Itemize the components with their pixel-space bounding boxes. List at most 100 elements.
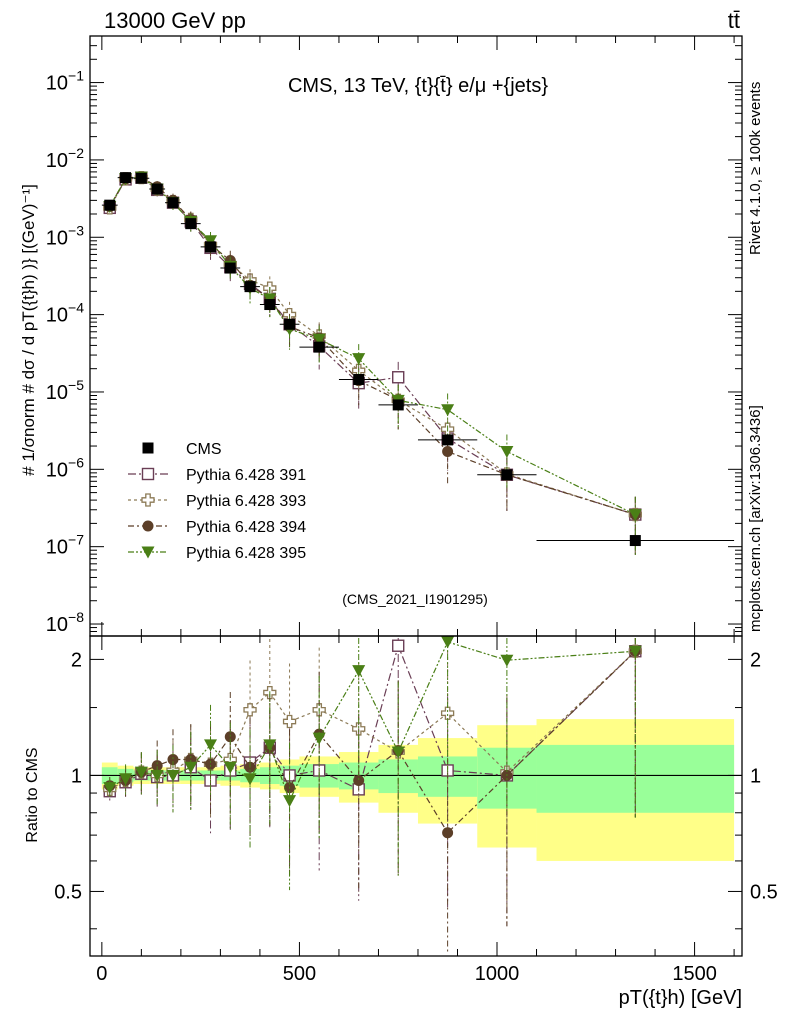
- point-p394: [442, 445, 454, 457]
- point-p395: [204, 235, 218, 248]
- ratio-series-p395: [103, 636, 642, 891]
- x-tick-label: 0: [96, 963, 107, 985]
- point-p395: [312, 333, 326, 346]
- ratio-point-p395: [243, 773, 257, 786]
- ratio-frame: [89, 635, 743, 957]
- ratio-uncertainty-bands: [101, 719, 735, 861]
- point-p395: [352, 353, 366, 366]
- legend-marker-p395: [141, 546, 155, 559]
- main-y-tick-label: 10−1: [46, 68, 84, 95]
- ratio-point-p395: [134, 766, 148, 779]
- ratio-point-p395: [500, 654, 514, 667]
- ratio-y-tick-label: 2: [71, 649, 82, 671]
- point-data: [284, 318, 296, 330]
- ratio-y-axis-label: Ratio to CMS: [24, 747, 41, 842]
- point-data: [151, 183, 163, 195]
- ratio-point-p395: [628, 645, 642, 658]
- ratio-point-p391: [392, 639, 405, 652]
- legend-marker-p394: [142, 520, 154, 532]
- main-y-tick-label: 10−3: [46, 222, 84, 249]
- ratio-point-p393: [440, 706, 455, 720]
- point-data: [120, 172, 132, 184]
- x-tick-label: 500: [283, 963, 316, 985]
- legend-label: CMS: [186, 441, 222, 458]
- ratio-line-p394: [109, 650, 636, 834]
- main-y-tick-label: 10−2: [46, 145, 84, 172]
- rivet-version-label: Rivet 4.1.0, ≥ 100k events: [747, 82, 764, 255]
- point-data: [264, 299, 276, 311]
- x-tick-label: 1500: [672, 963, 717, 985]
- legend-item-p393: Pythia 6.428 393: [128, 493, 306, 510]
- ratio-point-p395: [312, 732, 326, 745]
- analysis-watermark: (CMS_2021_I1901295): [342, 591, 488, 607]
- mcplots-label: mcplots.cern.ch [arXiv:1306.3436]: [747, 405, 764, 632]
- main-y-tick-label: 10−7: [46, 532, 84, 559]
- legend-item-p394: Pythia 6.428 394: [128, 519, 306, 536]
- legend-label: Pythia 6.428 395: [186, 545, 306, 562]
- ratio-point-p395: [166, 769, 180, 782]
- main-series-p394: [104, 171, 641, 556]
- series-line-p394: [109, 176, 636, 516]
- main-y-tick-label: 10−5: [46, 377, 84, 404]
- ratio-point-p393: [243, 703, 257, 717]
- point-data: [442, 434, 454, 446]
- ratio-point-p395: [223, 761, 237, 774]
- header-collision: 13000 GeV pp: [104, 8, 246, 33]
- ratio-point-p394: [442, 827, 454, 839]
- ratio-point-p394: [353, 775, 365, 787]
- ratio-point-p395: [391, 746, 405, 759]
- axes-layer: 10−8 10−7 10−6 10−5 10−4 10−3 10−2 10−1 0 500 1000…: [46, 35, 778, 985]
- legend-item-p395: Pythia 6.428 395: [128, 545, 306, 562]
- point-p395: [500, 445, 514, 458]
- point-p395: [441, 404, 455, 417]
- point-data: [104, 199, 116, 211]
- ratio-point-p394: [167, 753, 179, 765]
- ratio-point-p394: [151, 760, 163, 772]
- legend-label: Pythia 6.428 391: [186, 467, 306, 484]
- point-data: [167, 197, 179, 209]
- legend-label: Pythia 6.428 394: [186, 519, 306, 536]
- ratio-line-p391: [109, 643, 636, 792]
- point-data: [205, 241, 217, 253]
- point-data: [185, 218, 197, 230]
- point-data: [353, 373, 365, 385]
- series-layer: [101, 170, 735, 954]
- point-data: [392, 399, 404, 411]
- ratio-point-p395: [119, 773, 133, 786]
- legend-item-data: CMS: [142, 441, 222, 458]
- point-data: [313, 341, 325, 353]
- main-series-data: [101, 172, 735, 547]
- ratio-point-p395: [283, 795, 297, 808]
- ratio-y-tick-label-right: 1: [750, 765, 761, 787]
- legend-marker-data: [142, 442, 154, 454]
- legend-label: Pythia 6.428 393: [186, 493, 306, 510]
- ratio-y-tick-label: 1: [71, 765, 82, 787]
- legend: CMS Pythia 6.428 391 Pythia 6.428 393 Pythi…: [128, 441, 306, 562]
- ratio-point-p395: [103, 782, 117, 795]
- main-y-tick-label: 10−6: [46, 454, 84, 481]
- ratio-point-p394: [205, 758, 217, 770]
- ratio-point-p393: [282, 714, 297, 729]
- legend-item-p391: Pythia 6.428 391: [128, 467, 306, 484]
- main-y-axis-label: # 1/σnorm # dσ / d pT({t}h) )} [(GeV)⁻¹]: [19, 184, 38, 476]
- point-data: [224, 262, 236, 274]
- main-series-p395: [103, 171, 642, 556]
- x-axis-label: pT({t}h) [GeV]: [619, 987, 742, 1009]
- ratio-y-tick-label-right: 0.5: [750, 881, 778, 903]
- main-y-tick-label: 10−4: [46, 300, 84, 327]
- point-data: [629, 535, 641, 547]
- point-data: [244, 281, 256, 293]
- point-p395: [628, 509, 642, 522]
- plot-title: CMS, 13 TeV, {t}{t̄} e/μ +{jets}: [288, 75, 548, 97]
- main-y-tick-label: 10−8: [46, 609, 84, 636]
- ratio-y-tick-label-right: 2: [750, 649, 761, 671]
- ratio-point-p395: [441, 636, 455, 649]
- x-tick-label: 1000: [475, 963, 520, 985]
- point-data: [135, 172, 147, 184]
- ratio-y-tick-label: 0.5: [54, 881, 82, 903]
- ratio-point-p395: [352, 665, 366, 678]
- point-data: [501, 469, 513, 481]
- ratio-point-p395: [184, 761, 198, 774]
